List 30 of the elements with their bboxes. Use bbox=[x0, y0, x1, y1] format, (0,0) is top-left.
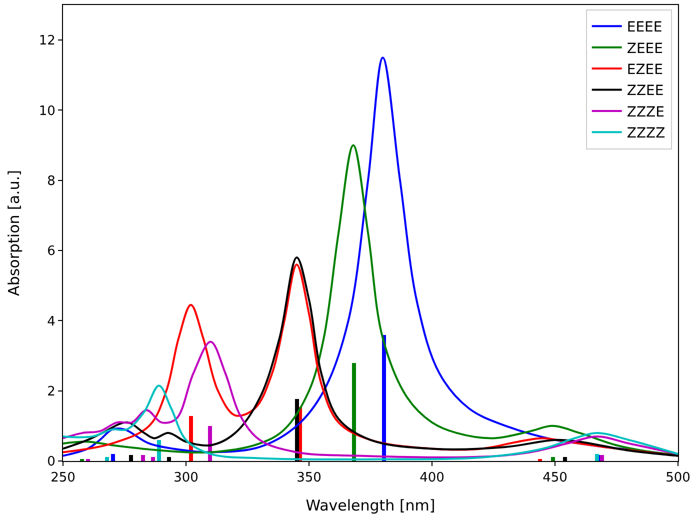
legend-label: ZZEE bbox=[626, 83, 664, 100]
x-axis-title: Wavelength [nm] bbox=[306, 496, 436, 515]
bar bbox=[595, 454, 599, 461]
x-tick-label: 450 bbox=[542, 470, 568, 486]
y-tick-label: 0 bbox=[47, 454, 56, 470]
bar bbox=[551, 457, 555, 461]
y-tick-label: 10 bbox=[38, 104, 56, 119]
legend-label: ZZZZ bbox=[626, 126, 666, 142]
legend-label: ZEEE bbox=[626, 40, 663, 57]
y-tick-label: 12 bbox=[38, 34, 56, 49]
y-tick-label: 6 bbox=[47, 244, 56, 260]
legend-label: EEEE bbox=[626, 20, 662, 36]
line-series bbox=[63, 340, 678, 458]
bar bbox=[105, 457, 109, 461]
x-tick-label: 300 bbox=[174, 470, 198, 486]
bar bbox=[141, 455, 145, 461]
y-tick-label: 8 bbox=[47, 174, 56, 189]
x-tick-label: 350 bbox=[296, 470, 322, 486]
x-tick-label: 250 bbox=[50, 470, 76, 486]
y-axis-title: Absorption [a.u.] bbox=[5, 170, 24, 296]
bar bbox=[151, 457, 155, 461]
x-tick-label: 400 bbox=[420, 470, 444, 486]
legend-label: EZEE bbox=[626, 62, 663, 78]
y-tick-label: 2 bbox=[47, 384, 56, 400]
bar bbox=[352, 363, 356, 461]
bar bbox=[111, 454, 115, 461]
line-series bbox=[63, 384, 678, 460]
x-tick-label: 500 bbox=[666, 470, 690, 486]
legend-label: ZZZE bbox=[626, 104, 664, 120]
y-tick-label: 4 bbox=[47, 314, 56, 330]
